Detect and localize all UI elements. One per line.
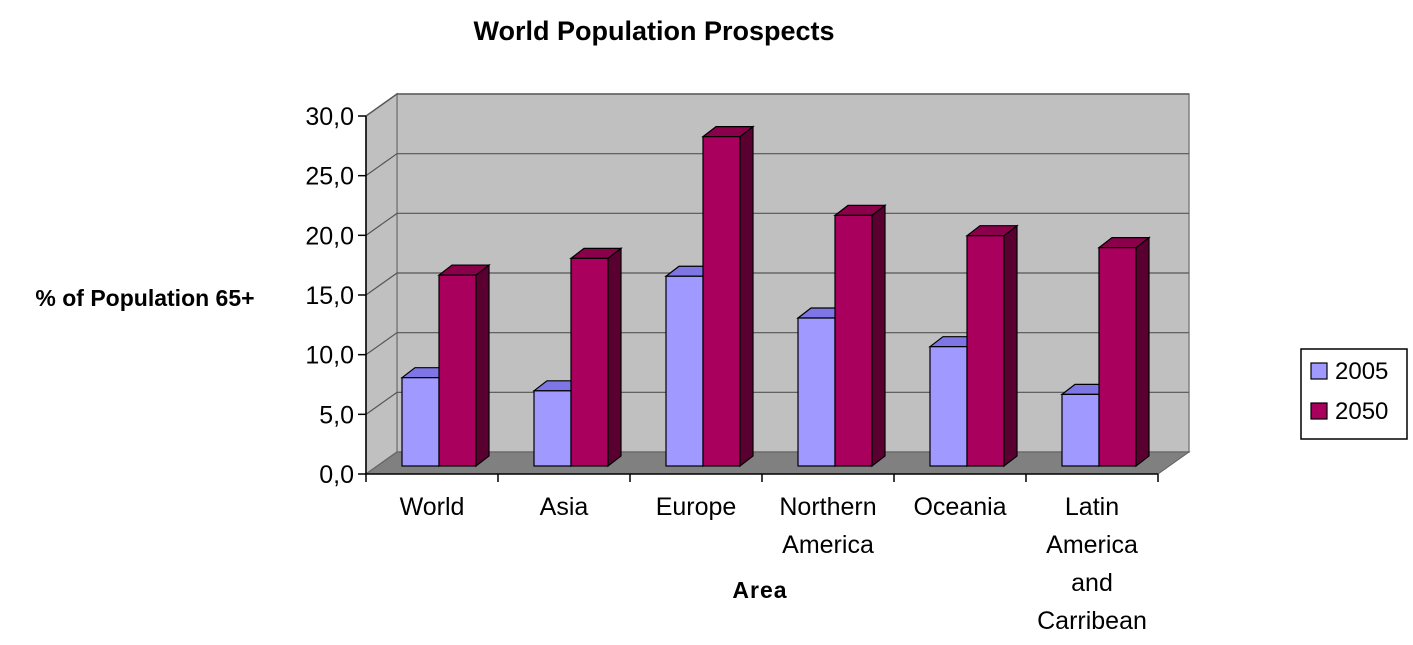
legend-label: 2005 — [1335, 358, 1388, 385]
x-tick-label-line: and — [1071, 569, 1113, 597]
bar — [702, 136, 741, 467]
y-tick-label: 10,0 — [305, 342, 354, 370]
bar — [834, 214, 873, 467]
plot-area: 0,0 5,0 10,0 15,0 20,0 25,0 30,0 World Asia Europ… — [305, 92, 1191, 635]
x-tick-label: Northern America — [779, 493, 876, 559]
y-tick-label: 20,0 — [305, 222, 354, 250]
x-tick-label: World — [400, 493, 465, 521]
y-tick-label: 0,0 — [319, 461, 354, 489]
x-tick-label-line: Carribean — [1037, 607, 1147, 635]
y-tick-label: 5,0 — [319, 401, 354, 429]
x-tick-label-line: Latin — [1065, 493, 1119, 521]
bar — [1098, 247, 1137, 467]
bar — [570, 257, 609, 467]
bar-side — [475, 263, 490, 468]
bar — [929, 346, 968, 467]
x-tick-label-line: Europe — [656, 493, 737, 521]
gridline — [365, 93, 1189, 117]
bar-side — [871, 204, 886, 468]
x-tick-label-line: Oceania — [913, 493, 1006, 521]
bar — [966, 235, 1005, 467]
bar — [1061, 393, 1100, 467]
x-tick-label-line: World — [400, 493, 465, 521]
y-tick-label: 30,0 — [305, 103, 354, 131]
x-tick-label-line: America — [1046, 531, 1138, 559]
legend-swatch — [1310, 362, 1328, 380]
gridline — [365, 153, 1189, 177]
bar-side — [739, 125, 754, 468]
bar-side — [1003, 224, 1018, 468]
bar — [797, 317, 836, 467]
x-tick-label-line: America — [782, 531, 874, 559]
bar-side — [1135, 236, 1150, 468]
bar-side — [607, 247, 622, 468]
chart-title: World Population Prospects — [473, 16, 834, 46]
y-tick-label: 15,0 — [305, 282, 354, 310]
y-axis-title: % of Population 65+ — [35, 285, 254, 311]
x-tick-label: Asia — [540, 493, 589, 521]
x-tick-label: Europe — [656, 493, 737, 521]
gridline — [365, 212, 1189, 236]
x-tick-label-line: Asia — [540, 493, 589, 521]
bar — [665, 275, 704, 467]
x-axis-title: Area — [732, 577, 787, 603]
x-tick-label-line: Northern — [779, 493, 876, 521]
gridline — [365, 332, 1189, 356]
y-tick-label: 25,0 — [305, 163, 354, 191]
bar — [438, 274, 477, 467]
x-tick-label: Oceania — [913, 493, 1006, 521]
bar — [533, 390, 572, 467]
legend-swatch — [1310, 402, 1328, 420]
legend: 2005 2050 — [1300, 348, 1408, 440]
gridline — [365, 272, 1189, 296]
gridline — [365, 391, 1189, 415]
bar — [401, 377, 440, 467]
legend-label: 2050 — [1335, 398, 1388, 425]
x-tick-label: Latin America and Carribean — [1037, 493, 1147, 635]
